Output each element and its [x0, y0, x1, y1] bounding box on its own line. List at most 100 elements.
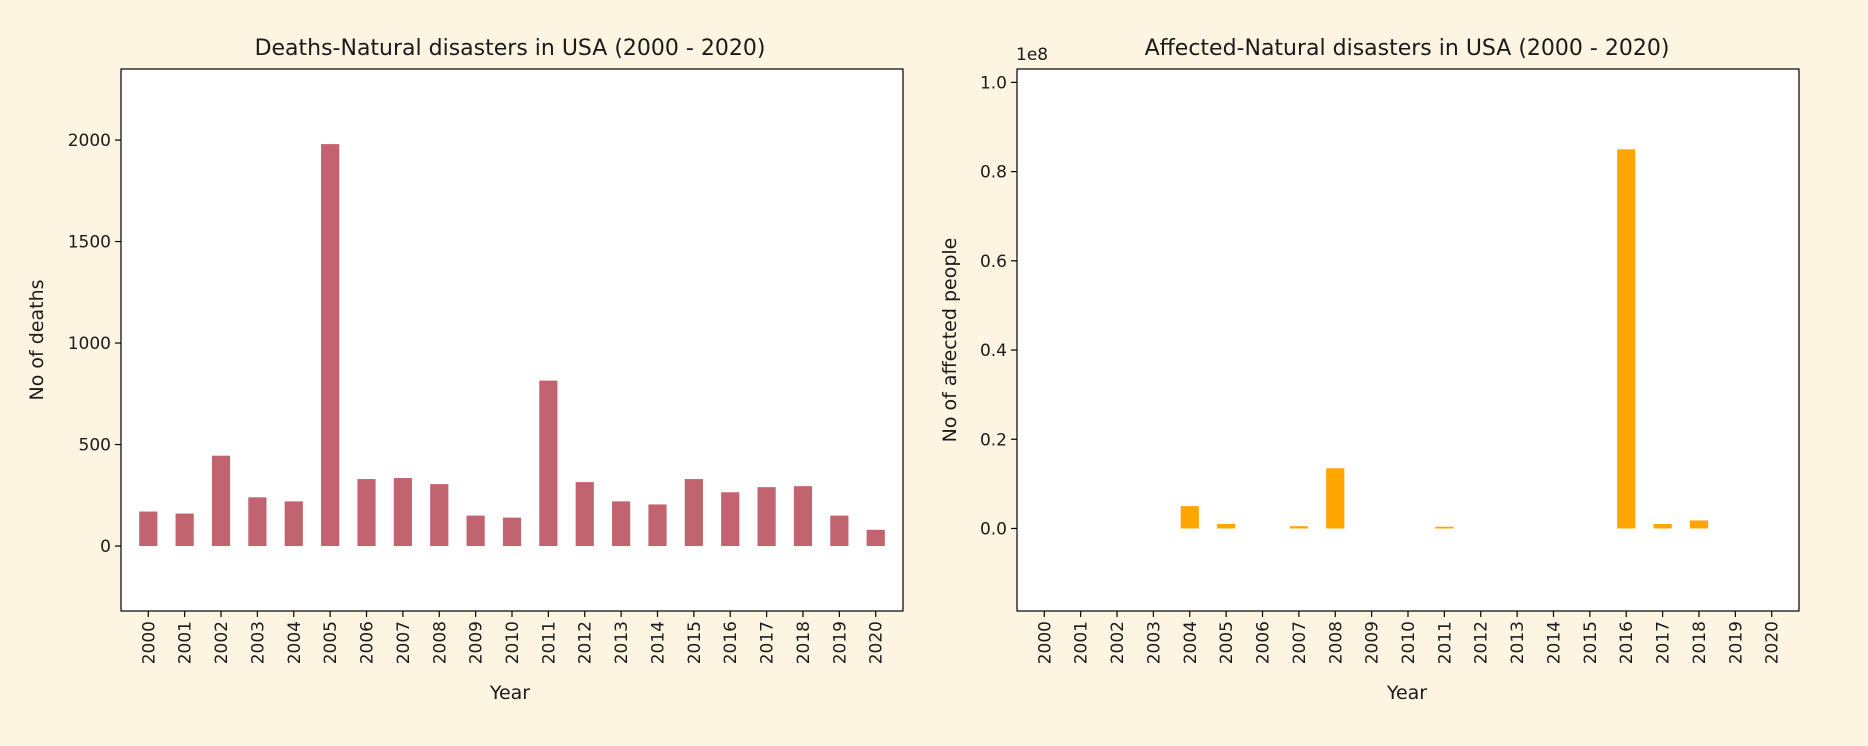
- affected-x-ticks: 2000 2001 2002 2003 2004 2005 2006 2007 2008 2009…: [1035, 611, 1783, 664]
- deaths-bar-2013: [612, 501, 631, 547]
- affected-x-tick-label: 2015: [1581, 621, 1601, 664]
- deaths-y-ticks: 0 500 1000 1500 2000: [68, 131, 121, 557]
- affected-x-tick-label: 2001: [1072, 621, 1092, 664]
- deaths-y-tick-label: 500: [79, 436, 111, 456]
- deaths-x-tick-label: 2009: [467, 621, 487, 664]
- affected-x-tick-label: 2004: [1181, 621, 1201, 664]
- deaths-y-tick-label: 1500: [68, 233, 111, 253]
- deaths-x-tick-label: 2020: [867, 621, 887, 664]
- deaths-bar-2016: [721, 492, 740, 547]
- affected-x-tick-label: 2000: [1035, 621, 1055, 664]
- affected-x-tick-label: 2013: [1508, 621, 1528, 664]
- affected-plot-frame: [1016, 68, 1800, 612]
- affected-bar-2008: [1326, 468, 1345, 529]
- deaths-bar-2004: [284, 501, 303, 547]
- deaths-plot-frame: [120, 68, 904, 612]
- affected-x-tick-label: 2011: [1435, 621, 1455, 664]
- affected-x-tick-label: 2018: [1690, 621, 1710, 664]
- affected-x-tick-label: 2005: [1217, 621, 1237, 664]
- deaths-x-tick-label: 2008: [430, 621, 450, 664]
- affected-y-ticks: 0.0 0.2 0.4 0.6 0.8 1.0: [980, 73, 1017, 539]
- affected-x-tick-label: 2002: [1108, 621, 1128, 664]
- deaths-y-tick-label: 1000: [68, 334, 111, 354]
- affected-x-tick-label: 2006: [1254, 621, 1274, 664]
- affected-bar-2018: [1689, 520, 1709, 529]
- affected-x-axis-label: Year: [1386, 682, 1427, 704]
- deaths-x-tick-label: 2015: [685, 621, 705, 664]
- affected-offset-text: 1e8: [1016, 45, 1048, 65]
- affected-x-tick-label: 2007: [1290, 621, 1310, 664]
- affected-y-axis-label: No of affected people: [939, 238, 961, 443]
- deaths-x-tick-label: 2002: [212, 621, 232, 664]
- affected-x-tick-label: 2020: [1763, 621, 1783, 664]
- affected-bar-2005: [1217, 524, 1236, 529]
- deaths-y-tick-label: 0: [100, 537, 111, 557]
- deaths-y-tick-label: 2000: [68, 131, 111, 151]
- affected-x-tick-label: 2017: [1654, 621, 1674, 664]
- affected-y-tick-label: 0.0: [980, 519, 1007, 539]
- affected-bar-2007: [1289, 526, 1308, 529]
- deaths-bar-2017: [757, 487, 776, 547]
- deaths-bar-2015: [684, 479, 703, 547]
- deaths-bar-2019: [830, 515, 849, 547]
- deaths-x-tick-label: 2007: [394, 621, 414, 664]
- deaths-chart: Deaths-Natural disasters in USA (2000 - …: [26, 36, 904, 704]
- affected-bar-2011: [1435, 526, 1454, 529]
- deaths-bar-2011: [539, 380, 558, 547]
- deaths-x-tick-label: 2001: [176, 621, 196, 664]
- affected-y-tick-label: 0.8: [980, 163, 1007, 183]
- deaths-x-tick-label: 2004: [285, 621, 305, 664]
- affected-bar-2017: [1653, 524, 1672, 529]
- deaths-y-axis-label: No of deaths: [26, 279, 48, 400]
- affected-x-tick-label: 2016: [1617, 621, 1637, 664]
- affected-x-tick-label: 2009: [1363, 621, 1383, 664]
- affected-x-tick-label: 2019: [1726, 621, 1746, 664]
- deaths-x-tick-label: 2018: [794, 621, 814, 664]
- deaths-x-tick-label: 2010: [503, 621, 523, 664]
- affected-chart: Affected-Natural disasters in USA (2000 …: [939, 36, 1800, 704]
- deaths-x-tick-label: 2000: [139, 621, 159, 664]
- deaths-bar-2007: [393, 478, 412, 547]
- deaths-x-axis-label: Year: [489, 682, 530, 704]
- deaths-x-tick-label: 2014: [648, 621, 668, 664]
- deaths-bar-2003: [248, 497, 267, 547]
- affected-x-tick-label: 2014: [1544, 621, 1564, 664]
- affected-plot-area: [1017, 69, 1799, 611]
- deaths-bar-2006: [357, 479, 376, 547]
- affected-bar-2016: [1617, 149, 1636, 529]
- affected-x-tick-label: 2010: [1399, 621, 1419, 664]
- deaths-chart-title: Deaths-Natural disasters in USA (2000 - …: [255, 36, 766, 61]
- deaths-x-tick-label: 2003: [248, 621, 268, 664]
- deaths-x-tick-label: 2013: [612, 621, 632, 664]
- affected-bars: [1180, 149, 1709, 529]
- affected-bar-2004: [1180, 506, 1199, 529]
- affected-x-tick-label: 2003: [1144, 621, 1164, 664]
- affected-x-tick-label: 2008: [1326, 621, 1346, 664]
- deaths-x-tick-label: 2005: [321, 621, 341, 664]
- deaths-x-tick-label: 2012: [576, 621, 596, 664]
- deaths-x-tick-label: 2006: [358, 621, 378, 664]
- deaths-x-ticks: 2000 2001 2002 2003 2004 2005 2006 2007 2008 2009…: [139, 611, 887, 664]
- affected-y-tick-label: 1.0: [980, 73, 1007, 93]
- affected-y-tick-label: 0.4: [980, 341, 1007, 361]
- affected-chart-title: Affected-Natural disasters in USA (2000 …: [1145, 36, 1670, 61]
- deaths-bar-2002: [211, 455, 231, 547]
- deaths-bar-2014: [648, 504, 667, 547]
- deaths-bar-2008: [430, 484, 449, 547]
- deaths-bar-2001: [175, 513, 194, 547]
- deaths-x-tick-label: 2016: [721, 621, 741, 664]
- deaths-bar-2020: [866, 529, 885, 547]
- deaths-x-tick-label: 2017: [758, 621, 778, 664]
- deaths-bar-2000: [139, 511, 158, 547]
- affected-y-tick-label: 0.2: [980, 430, 1007, 450]
- deaths-bar-2005: [321, 144, 340, 547]
- deaths-bar-2010: [502, 517, 522, 547]
- deaths-bar-2009: [466, 515, 485, 547]
- deaths-bar-2018: [793, 486, 813, 547]
- deaths-bar-2012: [575, 482, 594, 547]
- deaths-x-tick-label: 2019: [830, 621, 850, 664]
- deaths-bars: [139, 144, 885, 547]
- affected-x-tick-label: 2012: [1472, 621, 1492, 664]
- affected-y-tick-label: 0.6: [980, 252, 1007, 272]
